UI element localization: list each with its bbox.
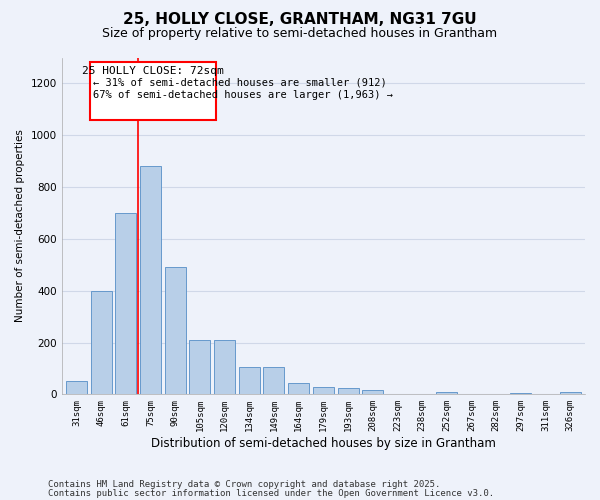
Bar xyxy=(511,393,532,394)
Bar xyxy=(338,388,359,394)
Text: Contains HM Land Registry data © Crown copyright and database right 2025.: Contains HM Land Registry data © Crown c… xyxy=(48,480,440,489)
X-axis label: Distribution of semi-detached houses by size in Grantham: Distribution of semi-detached houses by … xyxy=(151,437,496,450)
Bar xyxy=(115,213,136,394)
Bar xyxy=(91,290,112,395)
Text: ← 31% of semi-detached houses are smaller (912): ← 31% of semi-detached houses are smalle… xyxy=(93,78,387,88)
Bar xyxy=(190,340,211,394)
Text: 25, HOLLY CLOSE, GRANTHAM, NG31 7GU: 25, HOLLY CLOSE, GRANTHAM, NG31 7GU xyxy=(123,12,477,28)
Bar xyxy=(140,166,161,394)
Bar xyxy=(66,382,87,394)
Bar xyxy=(214,340,235,394)
Bar xyxy=(313,386,334,394)
Text: 25 HOLLY CLOSE: 72sqm: 25 HOLLY CLOSE: 72sqm xyxy=(82,66,224,76)
Y-axis label: Number of semi-detached properties: Number of semi-detached properties xyxy=(15,130,25,322)
Bar xyxy=(90,62,216,120)
Text: Contains public sector information licensed under the Open Government Licence v3: Contains public sector information licen… xyxy=(48,489,494,498)
Bar xyxy=(436,392,457,394)
Bar xyxy=(263,367,284,394)
Text: Size of property relative to semi-detached houses in Grantham: Size of property relative to semi-detach… xyxy=(103,28,497,40)
Bar xyxy=(288,382,309,394)
Bar xyxy=(165,268,186,394)
Bar xyxy=(362,390,383,394)
Bar xyxy=(560,392,581,394)
Bar xyxy=(239,367,260,394)
Text: 67% of semi-detached houses are larger (1,963) →: 67% of semi-detached houses are larger (… xyxy=(93,90,393,101)
